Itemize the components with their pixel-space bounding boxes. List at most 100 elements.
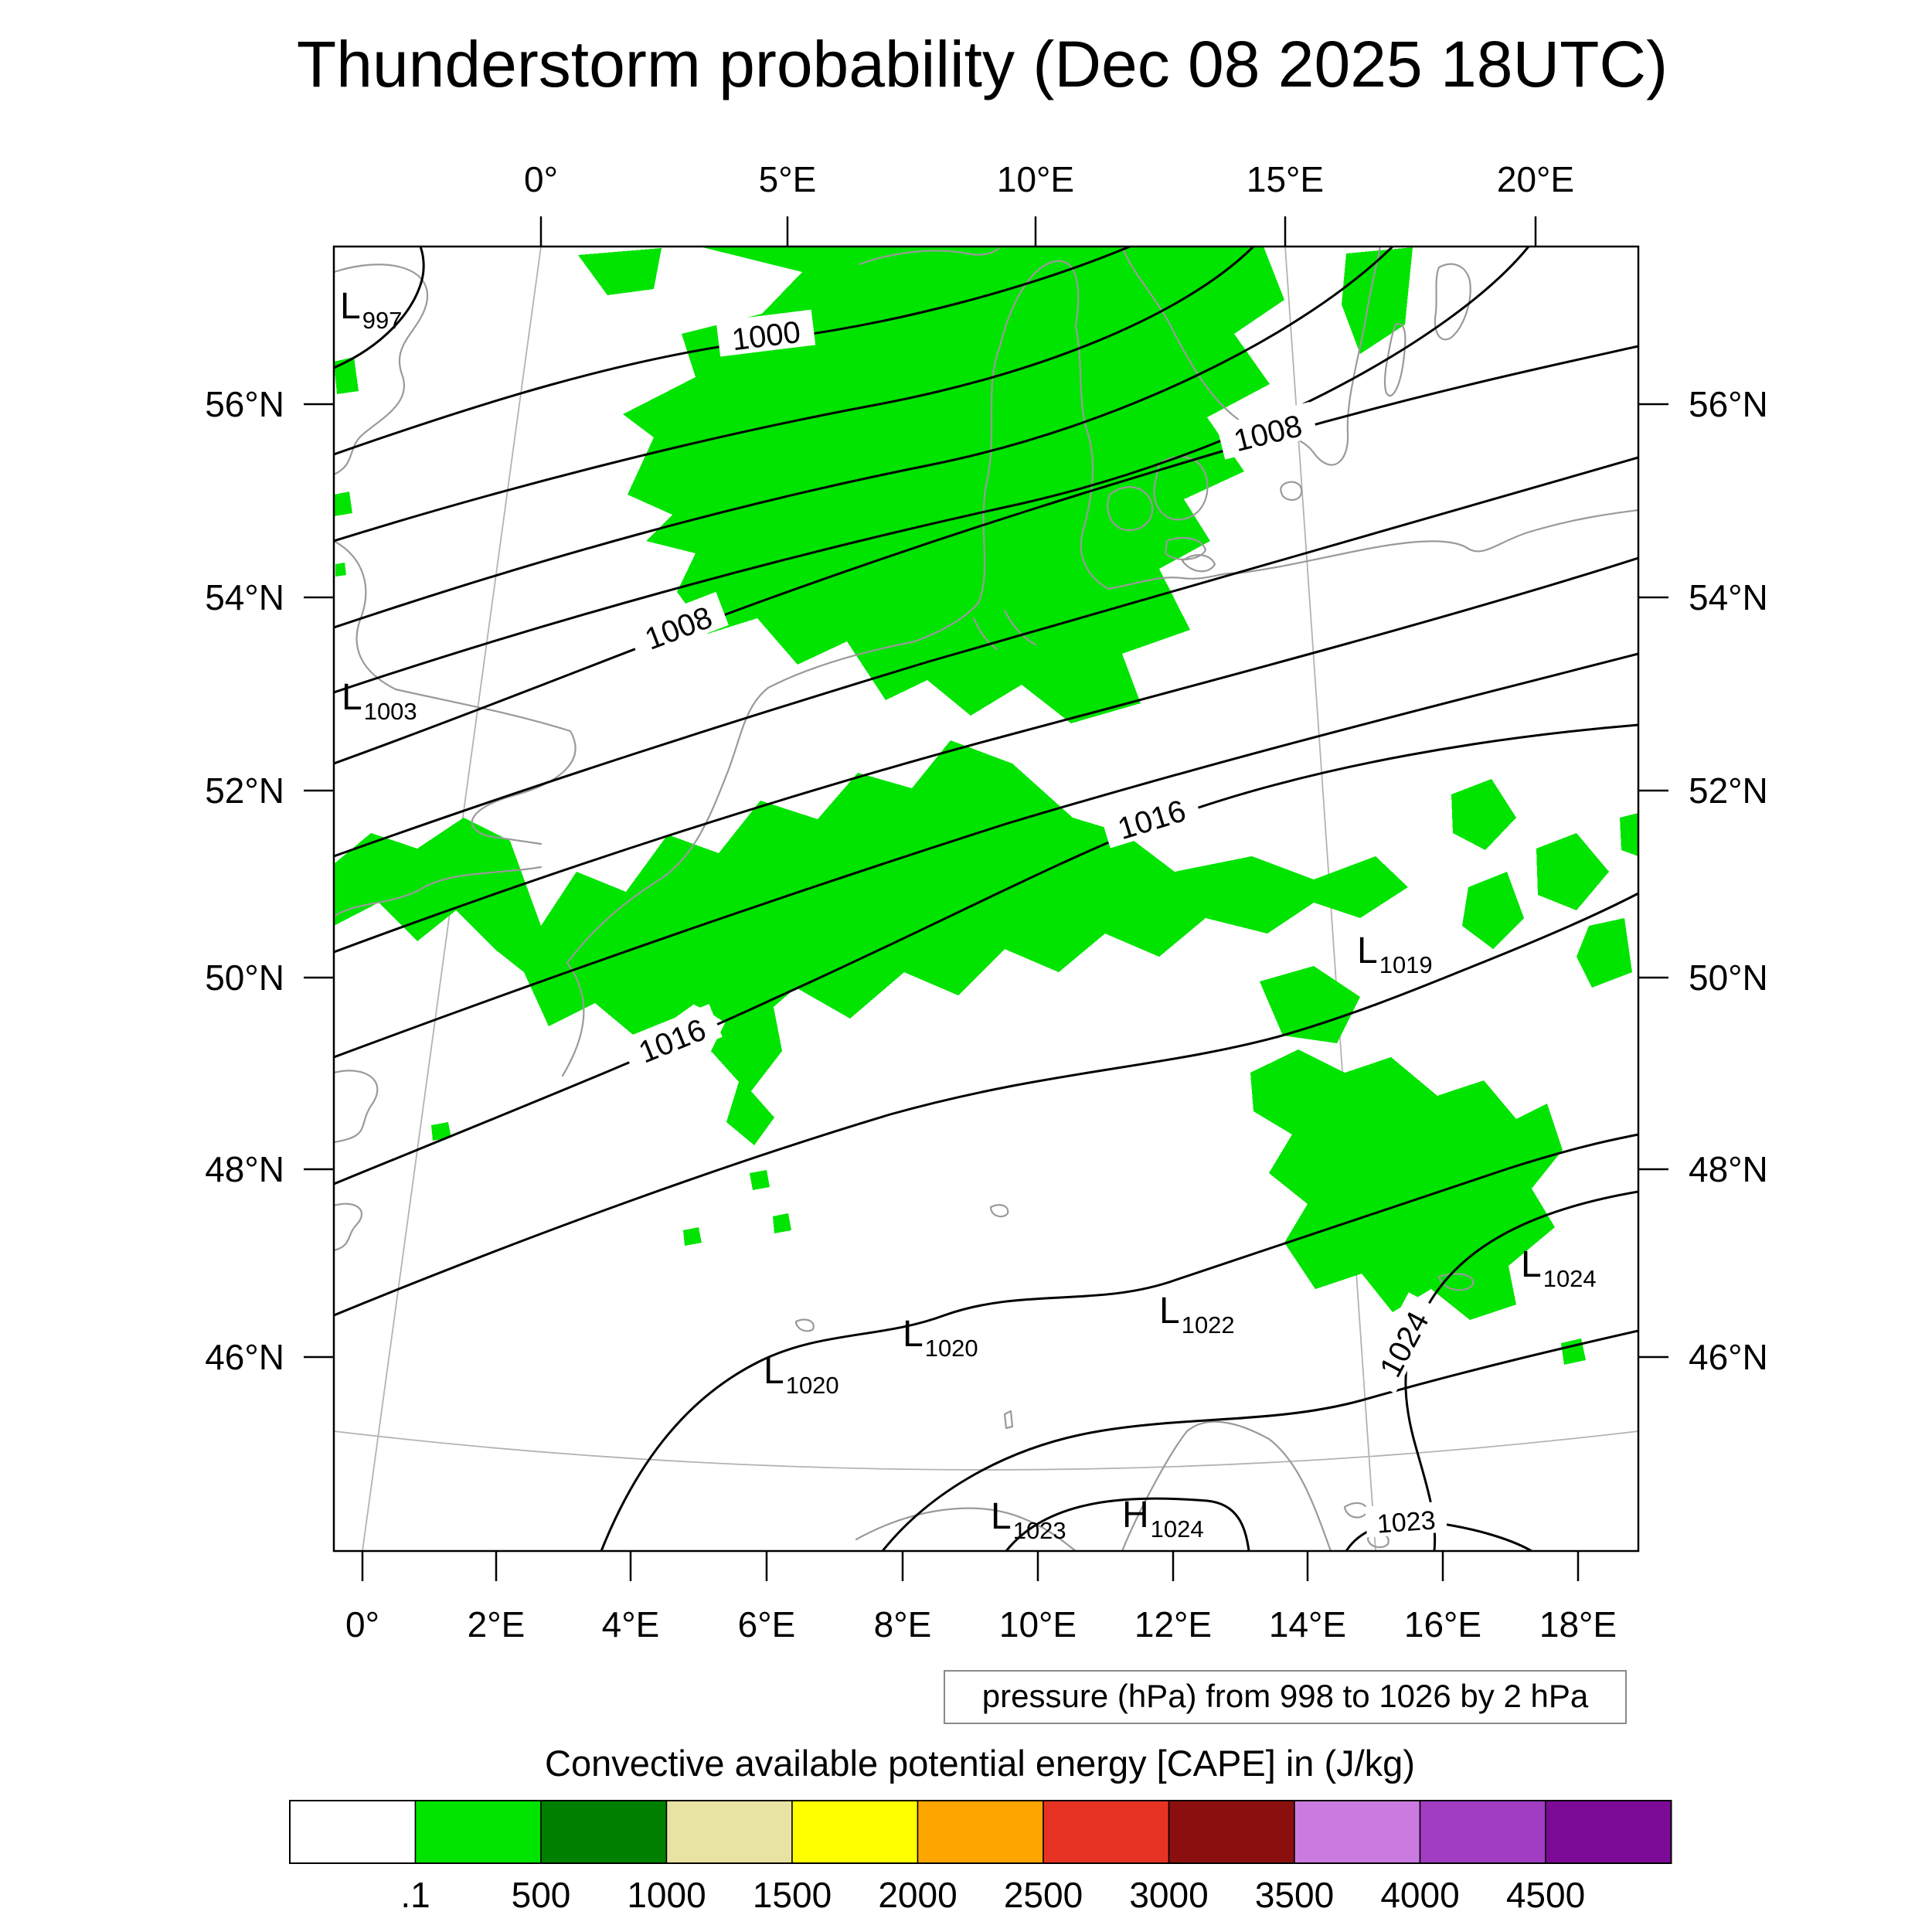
axis-label: 8°E [874, 1604, 932, 1645]
axis-label: 0° [345, 1604, 379, 1645]
colorbar-cell-6 [1043, 1800, 1170, 1864]
axis-label: 0° [524, 159, 558, 199]
isobar-label-bg [1365, 1501, 1447, 1538]
colorbar-tick-label: 2500 [1004, 1875, 1083, 1915]
colorbar-cell-8 [1294, 1800, 1421, 1864]
colorbar-cell-10 [1545, 1800, 1672, 1864]
top-axis-ticks [539, 216, 1537, 247]
axis-label: 56°N [1689, 384, 1768, 424]
center-letter: L [991, 1496, 1012, 1537]
axis-label: 10°E [999, 1604, 1077, 1645]
center-value: 1024 [1151, 1515, 1204, 1543]
colorbar-cell-4 [791, 1800, 919, 1864]
axis-label: 6°E [738, 1604, 796, 1645]
center-letter: L [342, 677, 362, 718]
pressure-caption: pressure (hPa) from 998 to 1026 by 2 hPa [944, 1670, 1627, 1724]
axis-label: 2°E [468, 1604, 526, 1645]
pressure-center-L1020-a: L1020 [764, 1351, 839, 1399]
center-value: 1024 [1543, 1265, 1597, 1292]
axis-label: 48°N [205, 1149, 284, 1189]
left-axis-ticks [304, 403, 334, 1359]
center-value: 1019 [1379, 951, 1433, 978]
axis-label: 52°N [205, 770, 284, 811]
pressure-center-L1020-b: L1020 [903, 1314, 978, 1362]
colorbar-tick-label: 1500 [753, 1875, 832, 1915]
axis-label: 10°E [997, 159, 1074, 199]
axis-label: 12°E [1134, 1604, 1212, 1645]
map-canvas: 1000 1008 1008 1016 1016 1024 [334, 247, 1638, 1551]
isobar-label-1008-b: 1008 [1230, 409, 1305, 458]
colorbar-tick-label: 4500 [1506, 1875, 1585, 1915]
isobar-label-1023: 1023 [1376, 1505, 1437, 1539]
colorbar-cell-5 [917, 1800, 1044, 1864]
pressure-center-L1023: L1023 [991, 1496, 1066, 1544]
axis-label: 56°N [205, 384, 284, 424]
right-axis-labels: 56°N 54°N 52°N 50°N 48°N 46°N [1689, 384, 1768, 1377]
colorbar-tick-label: 2000 [878, 1875, 957, 1915]
isobar-label-1000: 1000 [730, 315, 803, 358]
caption-text: pressure (hPa) from 998 to 1026 by 2 hPa [982, 1678, 1589, 1714]
colorbar-tick-label: 3500 [1255, 1875, 1334, 1915]
axis-label: 4°E [602, 1604, 660, 1645]
pressure-center-H1024: H1024 [1122, 1495, 1204, 1543]
center-letter: L [340, 286, 361, 327]
colorbar-tick-label: 1000 [627, 1875, 706, 1915]
isobar-label-1016-b: 1016 [1114, 794, 1190, 846]
isobar-label-bg [1216, 401, 1318, 460]
cape-shading [334, 247, 1638, 1365]
axis-label: 52°N [1689, 770, 1768, 811]
colorbar-cell-3 [665, 1800, 793, 1864]
pressure-center-L1019: L1019 [1357, 930, 1433, 978]
isobar-label-bg [620, 1004, 723, 1073]
colorbar-tick-label: 4000 [1380, 1875, 1459, 1915]
axis-label: 48°N [1689, 1149, 1768, 1189]
colorbar-cell-7 [1168, 1800, 1295, 1864]
axis-label: 46°N [205, 1337, 284, 1377]
axis-label: 50°N [1689, 957, 1768, 998]
isobar-label-bg [716, 309, 816, 357]
pressure-center-L1022: L1022 [1159, 1291, 1235, 1338]
center-value: 1022 [1182, 1311, 1235, 1338]
pressure-center-L1003: L1003 [342, 677, 417, 725]
center-letter: L [1357, 930, 1378, 971]
center-value: 1003 [364, 698, 417, 725]
colorbar-tick-labels: .1 500 1000 1500 2000 2500 3000 3500 400… [400, 1875, 1585, 1915]
axis-label: 14°E [1269, 1604, 1346, 1645]
colorbar [289, 1800, 1672, 1864]
coastlines [334, 247, 1638, 1551]
axis-label: 18°E [1539, 1604, 1617, 1645]
axis-label: 46°N [1689, 1337, 1768, 1377]
axis-label: 54°N [205, 577, 284, 617]
center-value: 997 [362, 307, 403, 334]
isobar-label-bg [1363, 1292, 1440, 1394]
colorbar-title: Convective available potential energy [C… [545, 1743, 1415, 1784]
colorbar-border [289, 1800, 1672, 1864]
axis-label: 54°N [1689, 577, 1768, 617]
axis-label: 20°E [1497, 159, 1574, 199]
colorbar-tick-label: 500 [512, 1875, 571, 1915]
axis-label: 5°E [759, 159, 817, 199]
isobar-label-bg [626, 591, 729, 660]
axis-label: 50°N [205, 957, 284, 998]
page-title: Thunderstorm probability (Dec 08 2025 18… [297, 28, 1668, 100]
center-letter: L [764, 1351, 784, 1392]
pressure-center-L997: L997 [340, 286, 402, 334]
center-letter: L [903, 1314, 923, 1355]
right-axis-ticks [1638, 403, 1668, 1359]
axis-label: 15°E [1247, 159, 1324, 199]
caption-box [944, 1670, 1627, 1724]
bottom-axis-labels: 0° 2°E 4°E 6°E 8°E 10°E 12°E 14°E 16°E 1… [345, 1604, 1617, 1645]
colorbar-cell-2 [540, 1800, 668, 1864]
bottom-axis-ticks [361, 1551, 1580, 1581]
colorbar-tick-label: 3000 [1129, 1875, 1208, 1915]
center-letter: H [1122, 1495, 1149, 1536]
top-axis-labels: 0° 5°E 10°E 15°E 20°E [524, 159, 1574, 199]
axis-label: 16°E [1404, 1604, 1481, 1645]
isobar-labels: 1000 1008 1008 1016 1016 1024 [620, 309, 1447, 1539]
center-letter: L [1159, 1291, 1180, 1332]
axis-ticks [304, 216, 1668, 1581]
isobar-label-bg [1100, 786, 1202, 849]
left-axis-labels: 56°N 54°N 52°N 50°N 48°N 46°N [205, 384, 284, 1377]
center-value: 1023 [1013, 1517, 1066, 1544]
